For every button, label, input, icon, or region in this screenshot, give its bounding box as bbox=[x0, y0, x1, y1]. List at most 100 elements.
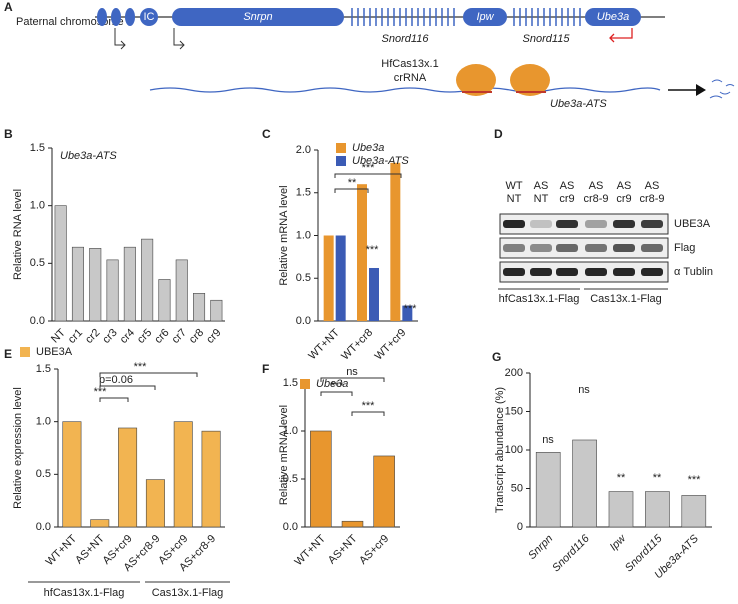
blot-band bbox=[641, 220, 663, 228]
bracket bbox=[351, 411, 385, 416]
legend-swatch bbox=[336, 143, 346, 153]
blot-band bbox=[530, 244, 552, 252]
bar bbox=[71, 246, 84, 322]
annotation: *** bbox=[331, 380, 345, 392]
annotation: ns bbox=[346, 366, 358, 378]
band-label: UBE3A bbox=[674, 218, 711, 230]
x-tick-label: cr1 bbox=[66, 327, 85, 346]
blot-band bbox=[641, 268, 663, 276]
bar bbox=[201, 430, 221, 528]
y-tick-label: 1.5 bbox=[296, 187, 311, 199]
bar bbox=[89, 248, 102, 322]
annotation: Ube3a-ATS bbox=[60, 150, 117, 162]
y-tick-label: 0 bbox=[517, 521, 523, 533]
x-tick-label: AS+NT bbox=[73, 532, 107, 566]
x-tick-label: cr6 bbox=[152, 327, 171, 346]
y-tick-label: 0.0 bbox=[30, 315, 45, 327]
bracket bbox=[320, 377, 385, 382]
annotation: ns bbox=[542, 434, 554, 446]
y-tick-label: 1.5 bbox=[283, 377, 298, 389]
blot-band bbox=[503, 220, 525, 228]
target-label: Ube3a-ATS bbox=[550, 98, 607, 110]
enzyme-label: HfCas13x.1 bbox=[381, 58, 438, 70]
bar bbox=[173, 421, 193, 528]
blot-row bbox=[499, 237, 669, 259]
bar bbox=[369, 267, 379, 321]
panel-label: C bbox=[262, 127, 271, 141]
panel-label: A bbox=[4, 0, 13, 14]
annotation: ** bbox=[348, 177, 357, 189]
bar bbox=[341, 520, 364, 528]
bracket bbox=[320, 391, 353, 396]
x-tick-label: cr2 bbox=[83, 327, 102, 346]
chart-panel: E Relative expression level 0.0 0.5 1.0 1.5 WT… bbox=[4, 346, 230, 599]
legend-swatch bbox=[20, 347, 30, 357]
panel-d: D bbox=[494, 127, 503, 141]
bar bbox=[402, 305, 413, 321]
bar bbox=[54, 205, 67, 322]
y-tick-label: 0.0 bbox=[283, 521, 298, 533]
annotation: *** bbox=[404, 303, 418, 315]
annotation: ** bbox=[617, 472, 626, 484]
blot-band bbox=[585, 220, 607, 228]
lane-label: WT bbox=[505, 180, 522, 192]
lane-label: AS bbox=[560, 180, 575, 192]
group-label: Cas13x.1-Flag bbox=[590, 293, 662, 305]
chromosome-label: Paternal chromosome bbox=[16, 16, 124, 28]
panel-label: F bbox=[262, 362, 269, 376]
blot-band bbox=[585, 268, 607, 276]
blot-band bbox=[613, 220, 635, 228]
y-tick-label: 200 bbox=[505, 367, 523, 379]
bar bbox=[90, 519, 110, 528]
lane-label: cr9 bbox=[559, 193, 574, 205]
chart-panel: G Transcript abundance (%) 0 50 100 150 200 Snr… bbox=[492, 350, 712, 581]
annotation: p=0.06 bbox=[99, 374, 133, 386]
x-tick-label: cr3 bbox=[100, 327, 119, 346]
y-tick-label: 0.0 bbox=[36, 521, 51, 533]
bar bbox=[323, 235, 334, 321]
blot-row bbox=[499, 213, 669, 235]
x-tick-label: AS+cr9 bbox=[357, 533, 391, 567]
gene-label: IC bbox=[144, 11, 155, 23]
bracket bbox=[334, 173, 402, 178]
chart-panel: C Relative mRNA level 0.0 0.5 1.0 1.5 2.0 WT+NT… bbox=[262, 127, 418, 363]
bar bbox=[310, 430, 332, 528]
panel-label: G bbox=[492, 350, 501, 364]
blot-band bbox=[530, 268, 552, 276]
blot-row bbox=[499, 261, 669, 283]
group-label: Cas13x.1-Flag bbox=[152, 587, 224, 599]
y-tick-label: 0.0 bbox=[296, 315, 311, 327]
blot-band bbox=[503, 268, 525, 276]
bar bbox=[106, 259, 119, 322]
x-tick-label: Ipw bbox=[608, 532, 629, 553]
bar bbox=[62, 421, 82, 528]
bar bbox=[357, 184, 367, 321]
guide-label: crRNA bbox=[394, 72, 427, 84]
blot-band bbox=[556, 244, 578, 252]
lane-label: cr8-9 bbox=[583, 193, 608, 205]
x-tick-label: WT+cr8 bbox=[339, 327, 375, 363]
annotation: *** bbox=[134, 361, 148, 373]
annotation: ** bbox=[653, 472, 662, 484]
bar bbox=[335, 235, 346, 321]
annotation: *** bbox=[362, 400, 376, 412]
panel-label: E bbox=[4, 347, 12, 361]
bracket bbox=[99, 397, 129, 402]
legend-swatch bbox=[300, 379, 310, 389]
blot-band bbox=[585, 244, 607, 252]
x-tick-label: WT+NT bbox=[306, 327, 342, 363]
x-tick-label: cr5 bbox=[135, 327, 154, 346]
lane-label: NT bbox=[507, 193, 522, 205]
y-tick-label: 0.5 bbox=[296, 272, 311, 284]
x-tick-label: WT+NT bbox=[44, 533, 80, 569]
y-axis-label: Relative expression level bbox=[12, 387, 24, 509]
lane-label: AS bbox=[645, 180, 660, 192]
group-label: hfCas13x.1-Flag bbox=[499, 293, 580, 305]
legend-label: Ube3a-ATS bbox=[352, 155, 409, 167]
y-axis-label: Relative RNA level bbox=[12, 189, 24, 280]
band-label: Flag bbox=[674, 242, 695, 254]
y-tick-label: 1.5 bbox=[30, 142, 45, 154]
blot-band bbox=[530, 220, 552, 228]
